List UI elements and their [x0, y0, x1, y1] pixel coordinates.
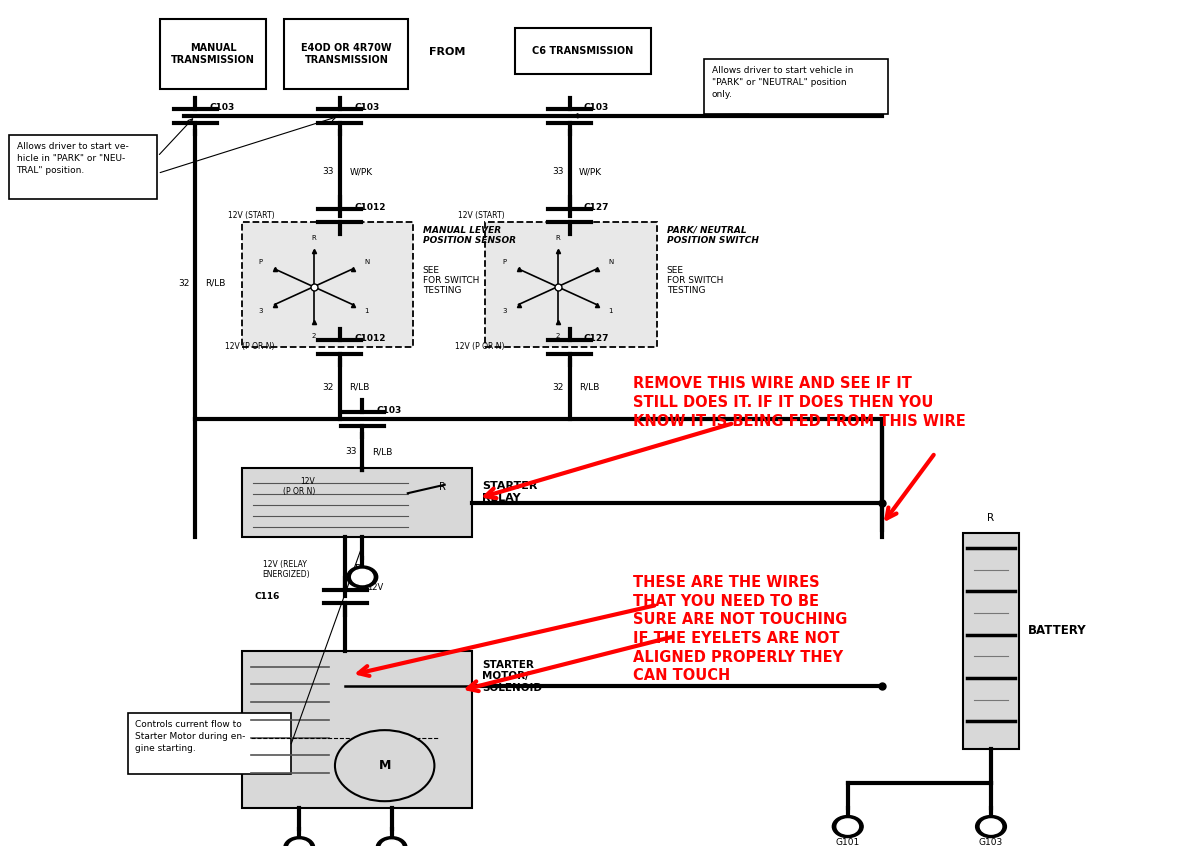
Bar — [704, 59, 888, 114]
Text: W/PK: W/PK — [579, 168, 603, 176]
Text: P: P — [258, 259, 263, 266]
Circle shape — [289, 840, 310, 846]
Text: MANUAL LEVER
POSITION SENSOR: MANUAL LEVER POSITION SENSOR — [423, 226, 516, 245]
Text: 12V (START): 12V (START) — [458, 212, 504, 220]
Text: G101
(BODY): G101 (BODY) — [832, 838, 863, 846]
Text: 33: 33 — [345, 448, 356, 456]
Text: 3: 3 — [502, 308, 507, 315]
Text: 2: 2 — [311, 332, 316, 339]
Text: STARTER
MOTOR/
SOLENOID: STARTER MOTOR/ SOLENOID — [482, 660, 542, 693]
Text: N: N — [609, 259, 613, 266]
Bar — [485, 222, 657, 347]
Text: M: M — [379, 759, 391, 772]
Bar — [160, 19, 266, 89]
Circle shape — [352, 569, 373, 585]
Circle shape — [832, 816, 863, 838]
Text: 32: 32 — [178, 279, 189, 288]
Text: 3: 3 — [258, 308, 263, 315]
Text: 1: 1 — [609, 308, 613, 315]
Text: BK: BK — [984, 816, 998, 827]
Text: C116: C116 — [255, 592, 281, 601]
Circle shape — [381, 840, 403, 846]
Text: R: R — [987, 513, 995, 523]
Bar — [128, 713, 291, 774]
Text: MANUAL
TRANSMISSION: MANUAL TRANSMISSION — [172, 43, 255, 65]
Text: C103: C103 — [377, 405, 401, 415]
Circle shape — [980, 819, 1002, 834]
Text: Allows driver to start vehicle in
"PARK" or "NEUTRAL" position
only.: Allows driver to start vehicle in "PARK"… — [712, 66, 852, 99]
Text: C103: C103 — [354, 102, 379, 112]
Text: G103
(ENGINE): G103 (ENGINE) — [971, 838, 1011, 846]
Text: C1012: C1012 — [354, 333, 386, 343]
Bar — [284, 19, 408, 89]
Text: 33: 33 — [322, 168, 334, 176]
Text: 12V
(P OR N): 12V (P OR N) — [283, 477, 315, 496]
Text: 12V (P OR N): 12V (P OR N) — [455, 343, 504, 351]
Bar — [963, 533, 1019, 749]
Text: N: N — [365, 259, 369, 266]
Circle shape — [976, 816, 1006, 838]
Text: 32: 32 — [322, 383, 334, 392]
Text: C6 TRANSMISSION: C6 TRANSMISSION — [533, 47, 633, 56]
Text: R: R — [555, 234, 560, 241]
Circle shape — [837, 819, 858, 834]
Text: 33: 33 — [552, 168, 564, 176]
Text: REMOVE THIS WIRE AND SEE IF IT
STILL DOES IT. IF IT DOES THEN YOU
KNOW IT IS BEI: REMOVE THIS WIRE AND SEE IF IT STILL DOE… — [633, 376, 966, 429]
Circle shape — [284, 837, 315, 846]
Text: R/LB: R/LB — [372, 448, 392, 456]
Text: C103: C103 — [584, 102, 609, 112]
Text: 12V (RELAY
ENERGIZED): 12V (RELAY ENERGIZED) — [263, 560, 310, 579]
Text: PARK/ NEUTRAL
POSITION SWITCH: PARK/ NEUTRAL POSITION SWITCH — [667, 226, 759, 245]
Text: P: P — [502, 259, 507, 266]
Text: 32: 32 — [552, 383, 564, 392]
Text: 12V (START): 12V (START) — [229, 212, 275, 220]
Circle shape — [377, 837, 407, 846]
Text: R: R — [355, 564, 362, 574]
Circle shape — [335, 730, 435, 801]
Text: Controls current flow to
Starter Motor during en-
gine starting.: Controls current flow to Starter Motor d… — [135, 720, 245, 753]
Bar — [9, 135, 157, 199]
Text: W/PK: W/PK — [349, 168, 373, 176]
Text: BATTERY: BATTERY — [1028, 624, 1087, 636]
Text: R/LB: R/LB — [349, 383, 369, 392]
Text: BK: BK — [841, 816, 855, 827]
Text: C103: C103 — [210, 102, 234, 112]
Text: R: R — [311, 234, 316, 241]
Bar — [242, 222, 413, 347]
Text: C1012: C1012 — [354, 202, 386, 212]
Bar — [515, 28, 651, 74]
Text: C127: C127 — [584, 202, 610, 212]
Circle shape — [347, 566, 378, 588]
Text: Allows driver to start ve-
hicle in "PARK" or "NEU-
TRAL" position.: Allows driver to start ve- hicle in "PAR… — [17, 142, 128, 175]
Text: SEE
FOR SWITCH
TESTING: SEE FOR SWITCH TESTING — [667, 266, 723, 295]
Bar — [242, 468, 472, 537]
Text: 1: 1 — [365, 308, 369, 315]
Text: 2: 2 — [555, 332, 560, 339]
Text: R/LB: R/LB — [205, 279, 225, 288]
Text: 12V: 12V — [367, 584, 382, 592]
Text: R/LB: R/LB — [579, 383, 599, 392]
Text: C127: C127 — [584, 333, 610, 343]
Bar — [242, 651, 472, 808]
Text: SEE
FOR SWITCH
TESTING: SEE FOR SWITCH TESTING — [423, 266, 480, 295]
Text: R: R — [439, 482, 446, 492]
Text: E4OD OR 4R70W
TRANSMISSION: E4OD OR 4R70W TRANSMISSION — [301, 43, 392, 65]
Text: FROM: FROM — [430, 47, 465, 58]
Text: 12V (P OR N): 12V (P OR N) — [225, 343, 275, 351]
Text: THESE ARE THE WIRES
THAT YOU NEED TO BE
SURE ARE NOT TOUCHING
IF THE EYELETS ARE: THESE ARE THE WIRES THAT YOU NEED TO BE … — [633, 575, 848, 684]
Text: STARTER
RELAY: STARTER RELAY — [482, 481, 538, 503]
